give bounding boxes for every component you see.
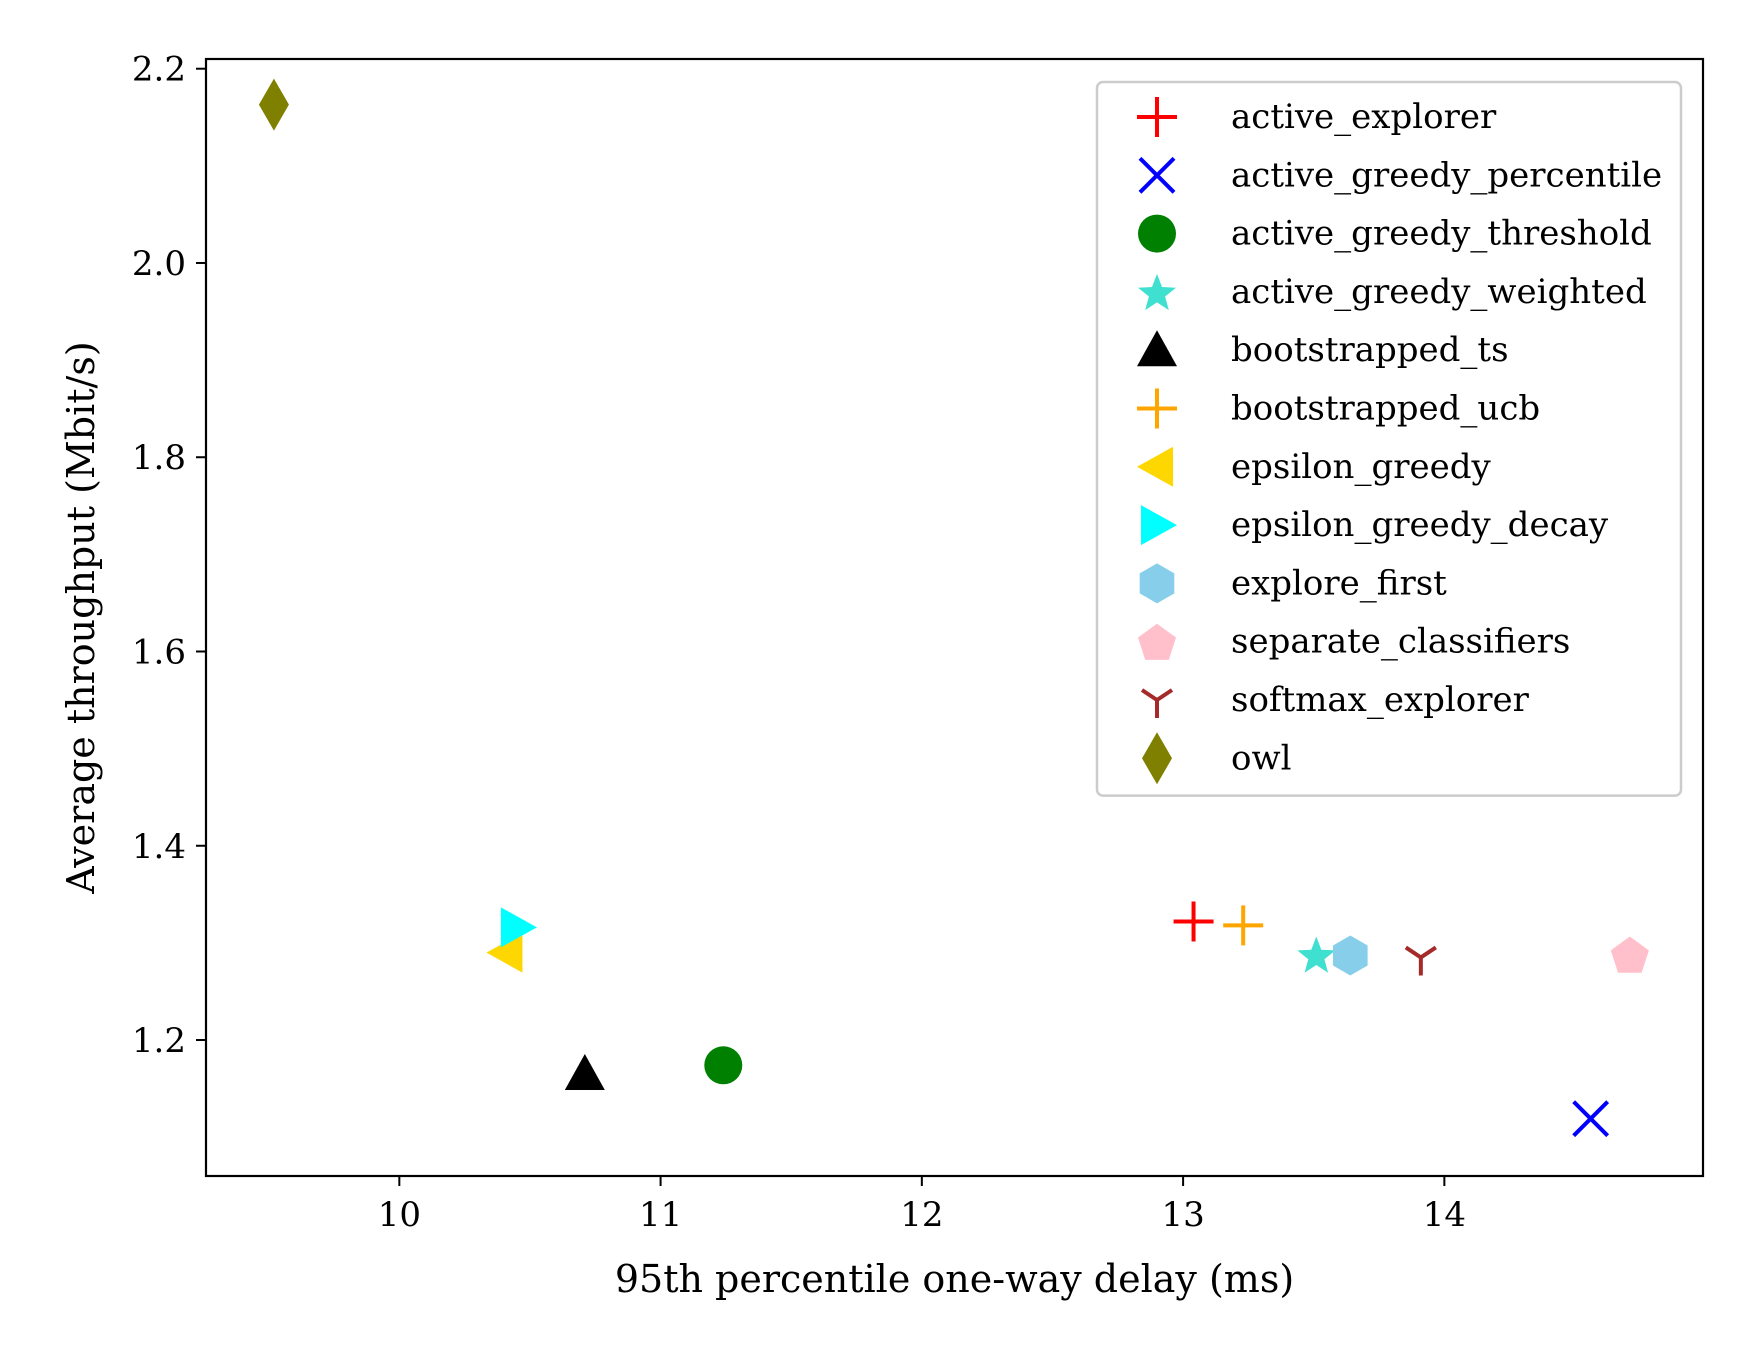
y-tick-label: 2.0	[132, 244, 186, 284]
legend-label: owl	[1231, 738, 1291, 778]
y-axis-ticks: 1.2 1.4 1.6 1.8 2.0 2.2	[132, 50, 206, 1061]
legend-item: softmax_explorer	[1140, 680, 1530, 720]
y-tick-label: 2.2	[132, 50, 186, 90]
legend: active_explorer active_greedy_percentilea…	[1095, 80, 1683, 797]
legend-label: bootstrapped_ts	[1231, 330, 1509, 370]
legend-item: bootstrapped_ucb	[1137, 388, 1540, 429]
point-epsilon-greedy-marker	[486, 932, 523, 973]
y-tick-label: 1.6	[132, 632, 186, 672]
plot-area	[204, 57, 1705, 1178]
x-tick-label: 13	[1161, 1195, 1204, 1235]
legend-item: explore_first	[1139, 563, 1447, 604]
legend-label: softmax_explorer	[1231, 680, 1530, 720]
x-tick-label: 11	[639, 1195, 682, 1235]
legend-epsilon-greedy-marker	[1137, 446, 1173, 487]
legend-item: epsilon_greedy	[1137, 446, 1491, 487]
point-explore-first-marker	[1333, 935, 1368, 976]
legend-bootstrapped-ucb-marker	[1137, 388, 1177, 429]
legend-active-greedy-percentile-marker	[1138, 156, 1176, 194]
legend-bootstrapped-ts-marker	[1137, 330, 1177, 367]
legend-label: separate_classifiers	[1231, 622, 1570, 662]
legend-separate-classifiers-marker	[1138, 623, 1176, 660]
y-tick-label: 1.4	[132, 827, 186, 867]
legend-frame	[1095, 80, 1683, 797]
legend-label: active_explorer	[1231, 97, 1497, 137]
y-tick-label: 1.8	[132, 438, 186, 478]
legend-item: active_greedy_percentile	[1138, 155, 1662, 195]
legend-active-greedy-weighted-marker	[1138, 273, 1176, 311]
legend-label: active_greedy_threshold	[1231, 214, 1652, 254]
legend-item: bootstrapped_ts	[1137, 330, 1509, 370]
legend-active-explorer-marker	[1137, 97, 1177, 137]
point-active-greedy-threshold-marker	[704, 1046, 743, 1085]
point-epsilon-greedy-decay-marker	[500, 907, 537, 948]
point-separate-classifiers-marker	[1610, 936, 1649, 973]
data-points	[258, 78, 1649, 1138]
y-axis-label: Average throughput (Mbit/s)	[59, 341, 103, 894]
point-active-greedy-weighted-marker	[1297, 936, 1336, 973]
legend-explore-first-marker	[1139, 563, 1175, 604]
legend-item: active_explorer	[1137, 97, 1497, 137]
x-tick-label: 12	[900, 1195, 943, 1235]
y-tick-label: 1.2	[132, 1021, 186, 1061]
legend-item: active_greedy_weighted	[1138, 272, 1647, 312]
point-active-explorer-marker	[1173, 901, 1214, 942]
legend-item: epsilon_greedy_decay	[1141, 505, 1609, 546]
point-softmax-explorer-marker	[1404, 945, 1437, 976]
x-tick-label: 14	[1423, 1195, 1466, 1235]
legend-owl-marker	[1142, 732, 1172, 785]
legend-label: epsilon_greedy	[1231, 447, 1491, 487]
point-bootstrapped-ucb-marker	[1223, 905, 1264, 946]
legend-label: epsilon_greedy_decay	[1231, 505, 1609, 545]
legend-label: active_greedy_percentile	[1231, 155, 1662, 195]
legend-label: bootstrapped_ucb	[1231, 389, 1540, 429]
legend-epsilon-greedy-decay-marker	[1141, 505, 1177, 546]
x-axis-ticks: 10 11 12 13 14	[378, 1176, 1466, 1235]
legend-label: explore_first	[1231, 563, 1447, 603]
legend-softmax-explorer-marker	[1140, 688, 1174, 718]
point-active-greedy-percentile-marker	[1572, 1100, 1610, 1138]
x-axis-label: 95th percentile one-way delay (ms)	[615, 1257, 1294, 1301]
point-owl-marker	[258, 78, 289, 131]
x-tick-label: 10	[378, 1195, 421, 1235]
legend-item: active_greedy_threshold	[1138, 214, 1652, 254]
point-bootstrapped-ts-marker	[564, 1054, 605, 1091]
legend-item: separate_classifiers	[1138, 622, 1570, 662]
legend-active-greedy-threshold-marker	[1138, 214, 1176, 253]
legend-label: active_greedy_weighted	[1231, 272, 1647, 312]
legend-item: owl	[1142, 732, 1291, 785]
